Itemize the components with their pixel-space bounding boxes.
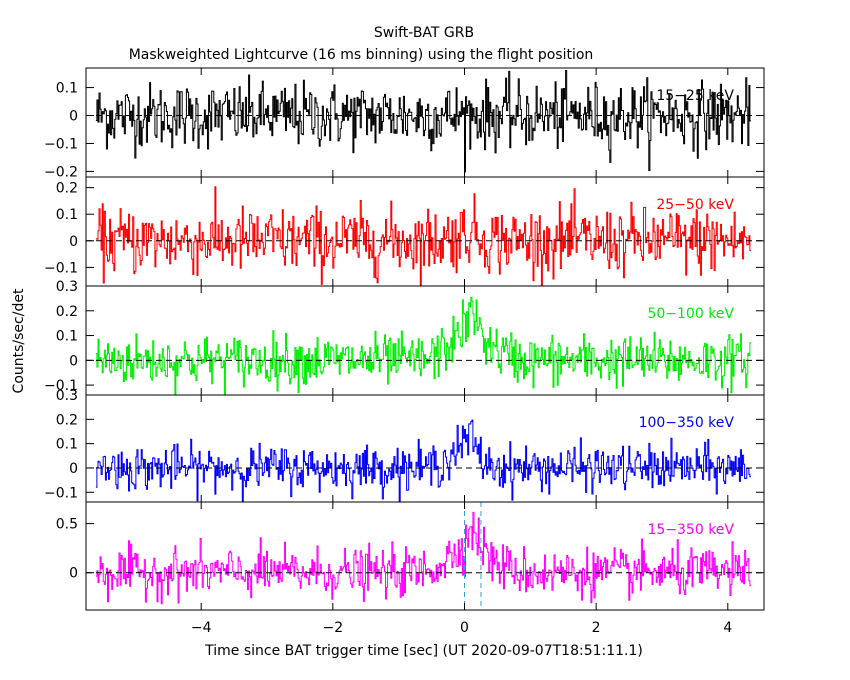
y-axis-label: Counts/sec/det [11, 288, 27, 393]
x-tick-label: 4 [723, 620, 732, 636]
panel-frame-5 [85, 501, 765, 611]
panel-4: 0.3 0.2 0.1 0 −0.1 100−350 keV [44, 388, 765, 503]
panel-2: 0.2 0.1 0 −0.1 25−50 keV [44, 176, 765, 287]
x-tick-label: −2 [323, 620, 344, 636]
series-line-4 [95, 419, 751, 502]
y-tick-label: −0.1 [44, 378, 78, 394]
y-tick-label: −0.1 [44, 260, 78, 276]
y-tick-label: 0.1 [56, 81, 78, 97]
series-line-3 [95, 296, 751, 395]
y-tick-label: 0.1 [56, 437, 78, 453]
y-tick-label: −0.1 [44, 136, 78, 152]
band-label-3: 50−100 keV [647, 306, 734, 322]
chart-title: Swift-BAT GRB [374, 25, 474, 41]
y-tick-label: 0 [69, 109, 78, 125]
x-tick-label: −4 [191, 620, 212, 636]
series-line-5 [95, 511, 751, 605]
y-tick-label: 0 [69, 234, 78, 250]
series-line-1 [95, 70, 751, 173]
band-label-5: 15−350 keV [647, 522, 734, 538]
y-tick-label: 0.2 [56, 304, 78, 320]
panel-frame-3 [85, 285, 765, 396]
y-tick-label: 0.1 [56, 329, 78, 345]
y-tick-label: 0.2 [56, 412, 78, 428]
series-line-2 [95, 186, 751, 286]
panel-frame-4 [85, 394, 765, 503]
panel-5: 0.5 0 15−350 keV [56, 501, 765, 611]
x-tick-label: 0 [460, 620, 469, 636]
y-tick-label: 0 [69, 353, 78, 369]
panel-3: 0.3 0.2 0.1 0 −0.1 50−100 keV [44, 279, 765, 396]
panels-layer: 0.1 0 −0.1 −0.2 15−25 keV 0.2 0.1 0 −0.1 25−50 ke… [44, 67, 765, 636]
band-label-1: 15−25 keV [656, 88, 734, 104]
y-tick-label: 0 [69, 461, 78, 477]
y-tick-label: 0.5 [56, 517, 78, 533]
y-tick-label: 0.3 [56, 279, 78, 295]
panel-1: 0.1 0 −0.1 −0.2 15−25 keV [44, 67, 765, 180]
chart-subtitle: Maskweighted Lightcurve (16 ms binning) … [129, 47, 594, 63]
x-tick-label: 2 [592, 620, 601, 636]
y-tick-label: 0 [69, 566, 78, 582]
x-axis-label: Time since BAT trigger time [sec] (UT 20… [204, 643, 643, 659]
y-tick-label: 0.1 [56, 207, 78, 223]
band-label-4: 100−350 keV [639, 415, 735, 431]
y-tick-label: −0.2 [44, 164, 78, 180]
band-label-2: 25−50 keV [656, 197, 734, 213]
y-tick-label: 0.2 [56, 181, 78, 197]
y-tick-label: −0.1 [44, 485, 78, 501]
y-tick-label: 0.3 [56, 388, 78, 404]
